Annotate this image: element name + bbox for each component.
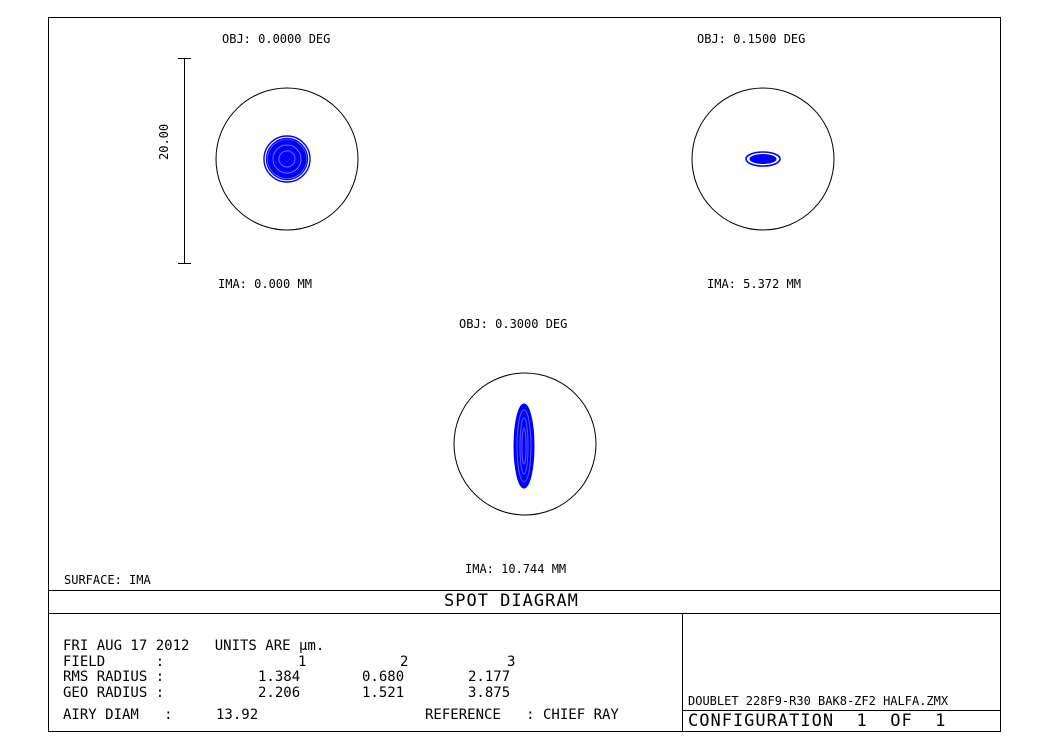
rms-radius-field-1: 1.384	[258, 669, 301, 685]
scale-bar-label: 20.00	[157, 123, 171, 160]
field-2-number: 2	[400, 654, 409, 670]
obj-label-field-3: OBJ: 0.3000 DEG	[459, 317, 568, 331]
ima-label-field-2: IMA: 5.372 MM	[707, 277, 801, 291]
configuration-label: CONFIGURATION 1 OF 1	[688, 711, 947, 731]
plot-title: SPOT DIAGRAM	[444, 591, 579, 611]
field-row-label: FIELD :	[63, 654, 165, 670]
rms-radius-label: RMS RADIUS :	[63, 669, 165, 685]
field-3-number: 3	[507, 654, 516, 670]
date-units-line: FRI AUG 17 2012 UNITS ARE µm.	[63, 638, 325, 654]
spot-field-1	[263, 135, 311, 183]
plot-border	[48, 17, 1001, 732]
airy-circle-field-2	[691, 87, 835, 231]
airy-diam-label: AIRY DIAM :	[63, 707, 173, 723]
geo-radius-field-1: 2.206	[258, 685, 301, 701]
obj-label-field-2: OBJ: 0.1500 DEG	[697, 32, 806, 46]
geo-radius-label: GEO RADIUS :	[63, 685, 165, 701]
ima-label-field-1: IMA: 0.000 MM	[218, 277, 312, 291]
field-1-number: 1	[298, 654, 307, 670]
reference-label: REFERENCE : CHIEF RAY	[425, 707, 619, 723]
ima-label-field-3: IMA: 10.744 MM	[465, 562, 567, 576]
rms-radius-field-3: 2.177	[468, 669, 511, 685]
geo-radius-field-3: 3.875	[468, 685, 511, 701]
airy-diam-value: 13.92	[216, 707, 259, 723]
airy-circle-field-1	[215, 87, 359, 231]
airy-circle-field-3	[453, 372, 597, 516]
scale-bar	[178, 58, 191, 264]
obj-label-field-1: OBJ: 0.0000 DEG	[222, 32, 331, 46]
file-name: DOUBLET 228F9-R30 BAK8-ZF2 HALFA.ZMX	[688, 694, 949, 708]
surface-label: SURFACE: IMA	[64, 573, 151, 587]
geo-radius-field-2: 1.521	[362, 685, 405, 701]
spot-field-3	[513, 403, 535, 489]
spot-field-2	[745, 151, 781, 167]
rms-radius-field-2: 0.680	[362, 669, 405, 685]
